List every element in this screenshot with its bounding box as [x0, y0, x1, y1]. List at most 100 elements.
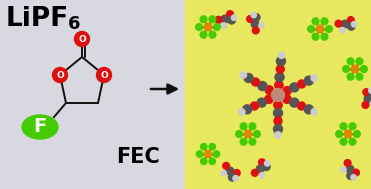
Circle shape — [346, 165, 354, 173]
Circle shape — [200, 31, 207, 38]
Circle shape — [349, 123, 356, 130]
Circle shape — [298, 102, 306, 110]
Circle shape — [290, 98, 299, 107]
Circle shape — [239, 109, 245, 115]
Text: F: F — [33, 118, 47, 136]
Circle shape — [316, 25, 324, 33]
Circle shape — [347, 172, 354, 179]
Circle shape — [259, 159, 265, 166]
Circle shape — [311, 75, 318, 81]
Circle shape — [53, 67, 68, 83]
Circle shape — [196, 151, 203, 157]
Circle shape — [274, 117, 282, 125]
Circle shape — [276, 65, 284, 73]
Circle shape — [275, 132, 281, 138]
Circle shape — [228, 16, 235, 24]
Circle shape — [351, 65, 359, 73]
Circle shape — [96, 67, 112, 83]
Circle shape — [223, 162, 230, 169]
Circle shape — [256, 165, 264, 173]
Circle shape — [265, 161, 270, 166]
Circle shape — [275, 81, 283, 89]
Text: LiPF: LiPF — [6, 6, 69, 32]
Circle shape — [252, 78, 259, 86]
Circle shape — [347, 17, 354, 23]
Circle shape — [204, 23, 212, 31]
Circle shape — [221, 15, 229, 23]
Circle shape — [340, 28, 345, 33]
Circle shape — [200, 16, 207, 23]
Circle shape — [265, 86, 273, 94]
Circle shape — [273, 108, 282, 118]
Circle shape — [221, 23, 227, 28]
Circle shape — [252, 27, 259, 34]
Circle shape — [204, 150, 211, 158]
Circle shape — [272, 88, 285, 101]
Circle shape — [240, 138, 247, 145]
Circle shape — [283, 95, 291, 103]
Circle shape — [75, 32, 89, 46]
Circle shape — [335, 20, 342, 27]
Circle shape — [229, 173, 236, 181]
Circle shape — [325, 26, 332, 32]
Circle shape — [312, 33, 319, 40]
Circle shape — [233, 170, 240, 176]
Circle shape — [336, 131, 342, 137]
Circle shape — [276, 57, 285, 66]
Circle shape — [249, 138, 256, 145]
Circle shape — [344, 160, 351, 166]
Circle shape — [240, 123, 247, 130]
Circle shape — [311, 109, 318, 115]
Circle shape — [259, 22, 264, 28]
Circle shape — [275, 73, 284, 82]
Circle shape — [364, 95, 371, 103]
Circle shape — [368, 90, 371, 98]
Circle shape — [233, 175, 239, 181]
Circle shape — [249, 123, 256, 130]
Circle shape — [240, 72, 247, 78]
Circle shape — [370, 101, 371, 106]
Circle shape — [226, 167, 234, 175]
Circle shape — [274, 101, 282, 109]
Circle shape — [253, 131, 260, 137]
Circle shape — [260, 173, 265, 178]
Circle shape — [352, 169, 359, 176]
Circle shape — [251, 12, 256, 18]
Circle shape — [244, 130, 252, 138]
Circle shape — [227, 11, 233, 18]
Circle shape — [349, 138, 356, 145]
Circle shape — [201, 158, 207, 164]
Circle shape — [356, 58, 363, 65]
Circle shape — [201, 143, 207, 150]
Circle shape — [369, 88, 371, 93]
Circle shape — [209, 16, 216, 23]
Circle shape — [356, 73, 363, 80]
Circle shape — [341, 167, 346, 172]
Circle shape — [354, 131, 360, 137]
Circle shape — [304, 76, 313, 85]
Circle shape — [262, 163, 270, 170]
Circle shape — [278, 52, 285, 58]
Circle shape — [214, 24, 220, 30]
Circle shape — [351, 22, 357, 27]
Circle shape — [221, 170, 226, 176]
Circle shape — [252, 14, 260, 21]
Circle shape — [251, 20, 259, 28]
Circle shape — [232, 15, 237, 20]
Text: O: O — [56, 70, 64, 80]
Circle shape — [243, 105, 252, 114]
Text: 6: 6 — [68, 15, 81, 33]
Circle shape — [312, 18, 319, 25]
Bar — [185, 0, 371, 189]
Text: FEC: FEC — [116, 147, 160, 167]
Circle shape — [252, 170, 258, 176]
Circle shape — [341, 20, 349, 28]
Text: O: O — [78, 35, 86, 43]
Circle shape — [215, 16, 222, 23]
Circle shape — [213, 151, 220, 157]
Circle shape — [236, 131, 243, 137]
Circle shape — [258, 81, 267, 91]
Circle shape — [283, 87, 291, 95]
Circle shape — [304, 105, 313, 114]
Circle shape — [340, 123, 347, 130]
